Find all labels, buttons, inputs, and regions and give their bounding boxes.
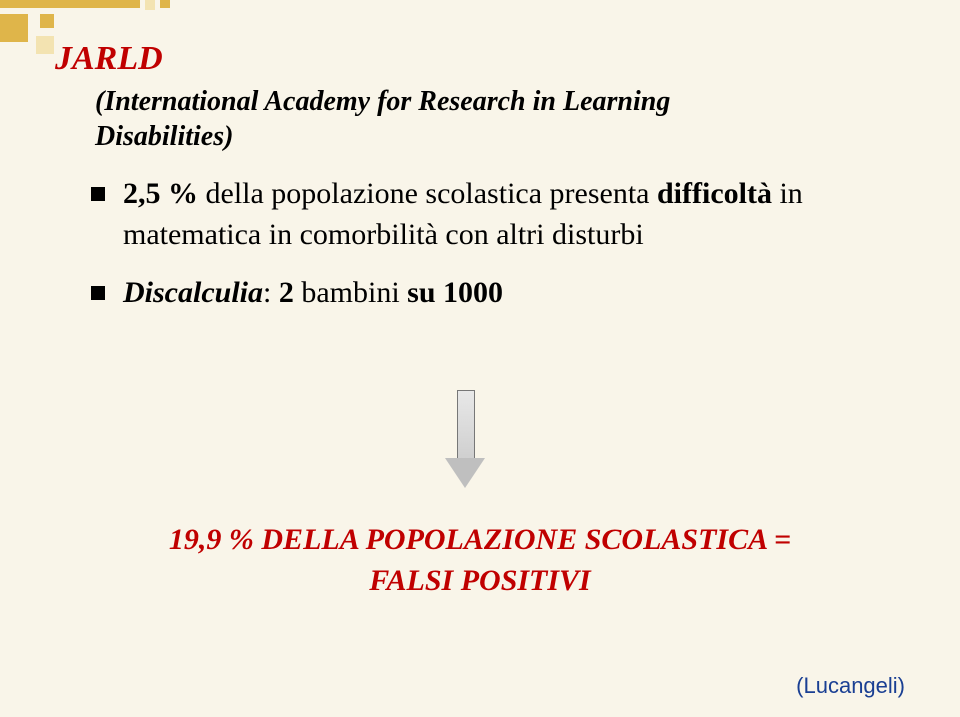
conclusion-line-1: 19,9 % DELLA POPOLAZIONE SCOLASTICA = xyxy=(169,523,791,556)
bullet-list: 2,5 % della popolazione scolastica prese… xyxy=(91,174,910,314)
subtitle-line-2: Disabilities) xyxy=(95,121,233,152)
slide: JARLD (International Academy for Researc… xyxy=(0,0,960,717)
bullet2-su: su xyxy=(407,276,435,309)
bullet1-strong: difficoltà xyxy=(657,177,772,210)
bullet2-mid: bambini xyxy=(294,276,407,309)
bullet-item-2: Discalculia: 2 bambini su 1000 xyxy=(91,273,910,314)
bullet2-sp xyxy=(436,276,444,309)
bullet1-stat: 2,5 % xyxy=(123,177,198,210)
bullet2-n1: 2 xyxy=(279,276,294,309)
bullet-item-1: 2,5 % della popolazione scolastica prese… xyxy=(91,174,910,255)
bullet2-label: Discalculia xyxy=(123,276,263,309)
bullet-marker-icon xyxy=(91,286,105,300)
slide-subtitle: (International Academy for Research in L… xyxy=(95,84,910,154)
bullet2-colon: : xyxy=(263,276,279,309)
bullet1-a: della popolazione scolastica presenta xyxy=(198,177,657,210)
attribution: (Lucangeli) xyxy=(796,673,905,699)
bullet-text-2: Discalculia: 2 bambini su 1000 xyxy=(123,273,910,314)
conclusion-line-2: FALSI POSITIVI xyxy=(0,561,960,602)
bullet-marker-icon xyxy=(91,187,105,201)
slide-content: JARLD (International Academy for Researc… xyxy=(55,40,910,332)
slide-title: JARLD xyxy=(55,40,910,78)
down-arrow-icon xyxy=(445,390,485,490)
bullet2-n2: 1000 xyxy=(443,276,503,309)
bullet-text-1: 2,5 % della popolazione scolastica prese… xyxy=(123,174,910,255)
conclusion-text: 19,9 % DELLA POPOLAZIONE SCOLASTICA = FA… xyxy=(0,520,960,601)
subtitle-line-1: (International Academy for Research in L… xyxy=(95,86,670,117)
